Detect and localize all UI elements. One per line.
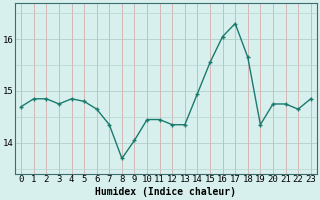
- X-axis label: Humidex (Indice chaleur): Humidex (Indice chaleur): [95, 187, 236, 197]
